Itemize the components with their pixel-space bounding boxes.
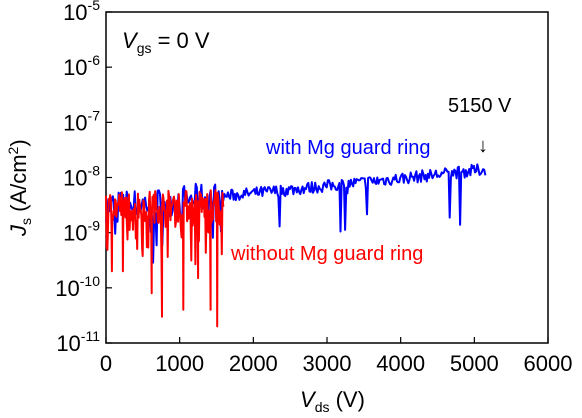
x-tick-label: 4000 bbox=[376, 351, 425, 376]
plot-frame bbox=[105, 11, 549, 344]
y-tick-label: 10-11 bbox=[56, 328, 100, 356]
condition-label: Vgs = 0 V bbox=[122, 28, 210, 56]
x-axis-title: Vds (V) bbox=[300, 387, 365, 415]
y-tick-label: 10-10 bbox=[55, 273, 100, 301]
y-axis-ticks: 10-11 10-10 10-9 10-8 10-7 10-6 10-5 bbox=[55, 0, 112, 356]
x-tick-label: 3000 bbox=[303, 351, 352, 376]
x-tick-label: 1000 bbox=[155, 351, 204, 376]
y-tick-label: 10-5 bbox=[63, 0, 100, 25]
y-tick-label: 10-7 bbox=[63, 107, 100, 135]
y-tick-label: 10-8 bbox=[63, 163, 100, 191]
annotation-arrow: ↓ bbox=[478, 135, 488, 157]
x-tick-label: 2000 bbox=[229, 351, 278, 376]
y-axis-title: Js (A/cm2) bbox=[5, 139, 34, 237]
series-without-mg-guard-ring-line bbox=[105, 189, 225, 328]
y-tick-label: 10-6 bbox=[63, 52, 100, 80]
x-axis-ticks: 0 1000 2000 3000 4000 5000 6000 bbox=[100, 337, 573, 376]
x-tick-label: 0 bbox=[100, 351, 112, 376]
series-with-mg-guard-ring-line bbox=[105, 163, 487, 264]
y-tick-label: 10-9 bbox=[63, 218, 100, 246]
series-label-with-mg: with Mg guard ring bbox=[265, 137, 431, 159]
series-label-without-mg: without Mg guard ring bbox=[230, 243, 423, 265]
x-tick-label: 5000 bbox=[450, 351, 499, 376]
x-tick-label: 6000 bbox=[524, 351, 573, 376]
annotation-5150v: 5150 V bbox=[448, 95, 512, 117]
